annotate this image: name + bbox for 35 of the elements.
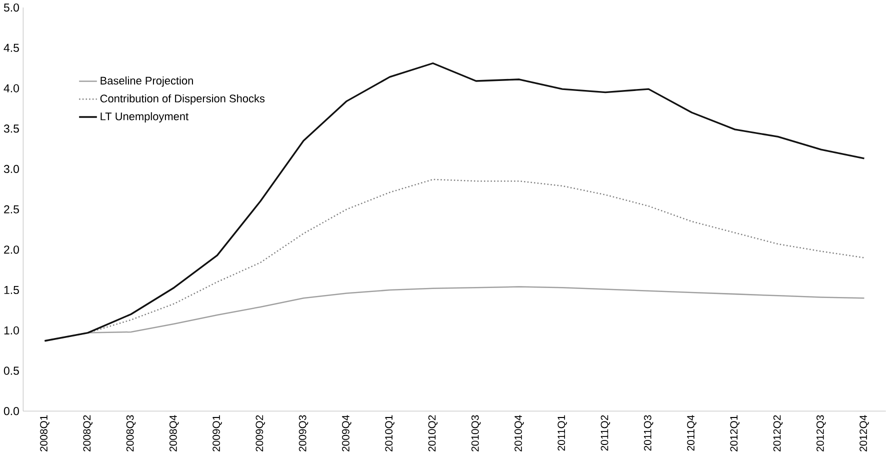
y-tick-label: 3.5	[4, 124, 19, 132]
y-tick-label: 3.0	[4, 164, 19, 173]
x-tick-label: 2009Q3	[298, 415, 308, 452]
x-tick-label: 2008Q1	[40, 415, 50, 452]
x-tick-label: 2012Q2	[773, 415, 783, 452]
y-tick-label: 2.5	[4, 205, 19, 214]
line-series	[44, 62, 866, 342]
x-tick-label: 2010Q2	[428, 415, 438, 452]
x-tick-label: 2012Q1	[730, 415, 740, 452]
x-tick-label: 2008Q4	[169, 414, 179, 452]
x-tick-label: 2010Q1	[385, 415, 394, 452]
y-tick-label: 5.0	[4, 3, 19, 12]
x-tick-label: 2012Q4	[860, 414, 869, 452]
legend-label: LT Unemployment	[100, 112, 188, 122]
x-tick-label: 2011Q1	[558, 415, 567, 450]
x-tick-label: 2011Q4	[687, 414, 696, 450]
x-tick-label: 2009Q2	[256, 415, 266, 452]
x-tick-label: 2011Q2	[600, 415, 610, 450]
y-tick-label: 1.0	[4, 326, 19, 334]
x-tick-label: 2012Q3	[816, 415, 826, 452]
y-tick-label: 4.0	[4, 84, 19, 92]
y-tick-label: 0.5	[4, 366, 19, 375]
x-tick-label: 2010Q4	[514, 414, 524, 452]
y-tick-label: 2.0	[4, 245, 19, 254]
y-tick-label: 0.0	[4, 406, 19, 415]
x-tick-label: 2010Q3	[471, 415, 481, 452]
x-tick-label: 2011Q3	[644, 415, 654, 450]
x-tick-label: 2008Q3	[126, 415, 136, 452]
x-tick-label: 2008Q2	[83, 415, 92, 452]
x-tick-label: 2009Q4	[342, 414, 352, 452]
y-tick-label: 1.5	[4, 286, 19, 294]
x-tick-label: 2009Q1	[212, 415, 222, 452]
y-tick-label: 4.5	[4, 44, 19, 52]
legend-label: Contribution of Dispersion Shocks	[100, 94, 265, 104]
legend-label: Baseline Projection	[100, 76, 193, 87]
